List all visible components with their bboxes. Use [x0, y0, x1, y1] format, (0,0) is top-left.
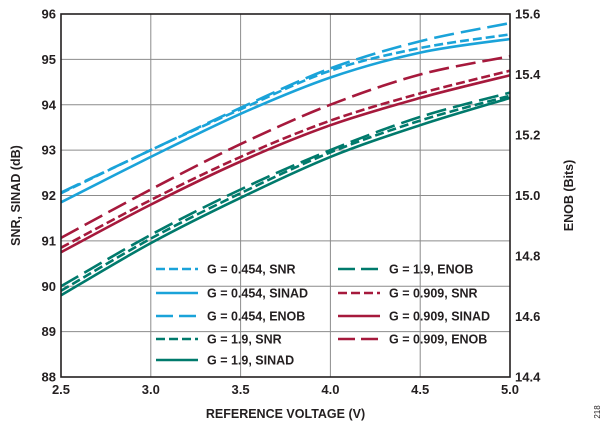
- x-tick-label: 4.5: [411, 382, 429, 397]
- plot-frame: [60, 13, 511, 378]
- y2-tick-label: 14.8: [515, 249, 540, 264]
- series-line-2: [60, 21, 511, 194]
- y2-axis-title: ENOB (Bits): [562, 160, 576, 232]
- y-tick-label: 91: [42, 233, 56, 248]
- figure-id: 218: [593, 405, 602, 419]
- series-line-0: [60, 33, 511, 195]
- series-line-8: [60, 55, 511, 240]
- y-tick-label: 90: [42, 279, 56, 294]
- x-tick-labels: 2.5 3.0 3.5 4.0 4.5 5.0: [52, 382, 519, 397]
- y2-tick-label: 15.6: [515, 7, 540, 22]
- y2-tick-label: 15.4: [515, 67, 541, 82]
- x-tick-label: 2.5: [52, 382, 70, 397]
- y2-tick-label: 14.4: [515, 370, 541, 385]
- y-tick-label: 96: [42, 7, 56, 22]
- series-line-1: [60, 37, 511, 204]
- x-tick-label: 3.0: [142, 382, 160, 397]
- y-tick-labels: 88 89 90 91 92 93 94 95 96: [42, 7, 57, 385]
- y2-tick-label: 15.0: [515, 188, 540, 203]
- legend-label: G = 0.454, SINAD: [207, 287, 308, 301]
- y-tick-label: 92: [42, 188, 56, 203]
- y2-tick-label: 15.2: [515, 128, 540, 143]
- legend-label: G = 0.454, ENOB: [207, 310, 305, 324]
- series-line-3: [60, 94, 511, 292]
- series-line-5: [60, 91, 511, 288]
- legend-label: G = 1.9, SNR: [207, 333, 282, 347]
- series-lines: [60, 21, 511, 297]
- legend-label: G = 0.909, ENOB: [389, 333, 487, 347]
- x-axis-title: REFERENCE VOLTAGE (V): [206, 407, 365, 421]
- y-tick-label: 93: [42, 143, 56, 158]
- y-tick-label: 94: [42, 97, 57, 112]
- legend: G = 0.454, SNR G = 0.454, SINAD G = 0.454,…: [156, 263, 490, 368]
- series-line-7: [60, 74, 511, 254]
- x-tick-label: 4.0: [321, 382, 339, 397]
- y-axis-title: SNR, SINAD (dB): [9, 145, 23, 246]
- y-tick-label: 88: [42, 370, 56, 385]
- x-tick-label: 3.5: [232, 382, 250, 397]
- y-tick-label: 95: [42, 52, 56, 67]
- legend-label: G = 0.909, SNR: [389, 287, 478, 301]
- legend-label: G = 0.454, SNR: [207, 263, 296, 277]
- y2-tick-label: 14.6: [515, 309, 540, 324]
- legend-label: G = 1.9, ENOB: [389, 263, 473, 277]
- legend-label: G = 1.9, SINAD: [207, 354, 294, 368]
- y-tick-label: 89: [42, 324, 56, 339]
- legend-label: G = 0.909, SINAD: [389, 310, 490, 324]
- x-tick-label: 5.0: [501, 382, 519, 397]
- series-line-6: [60, 69, 511, 249]
- series-line-4: [60, 96, 511, 297]
- y2-tick-labels: 14.4 14.6 14.8 15.0 15.2 15.4 15.6: [515, 7, 541, 385]
